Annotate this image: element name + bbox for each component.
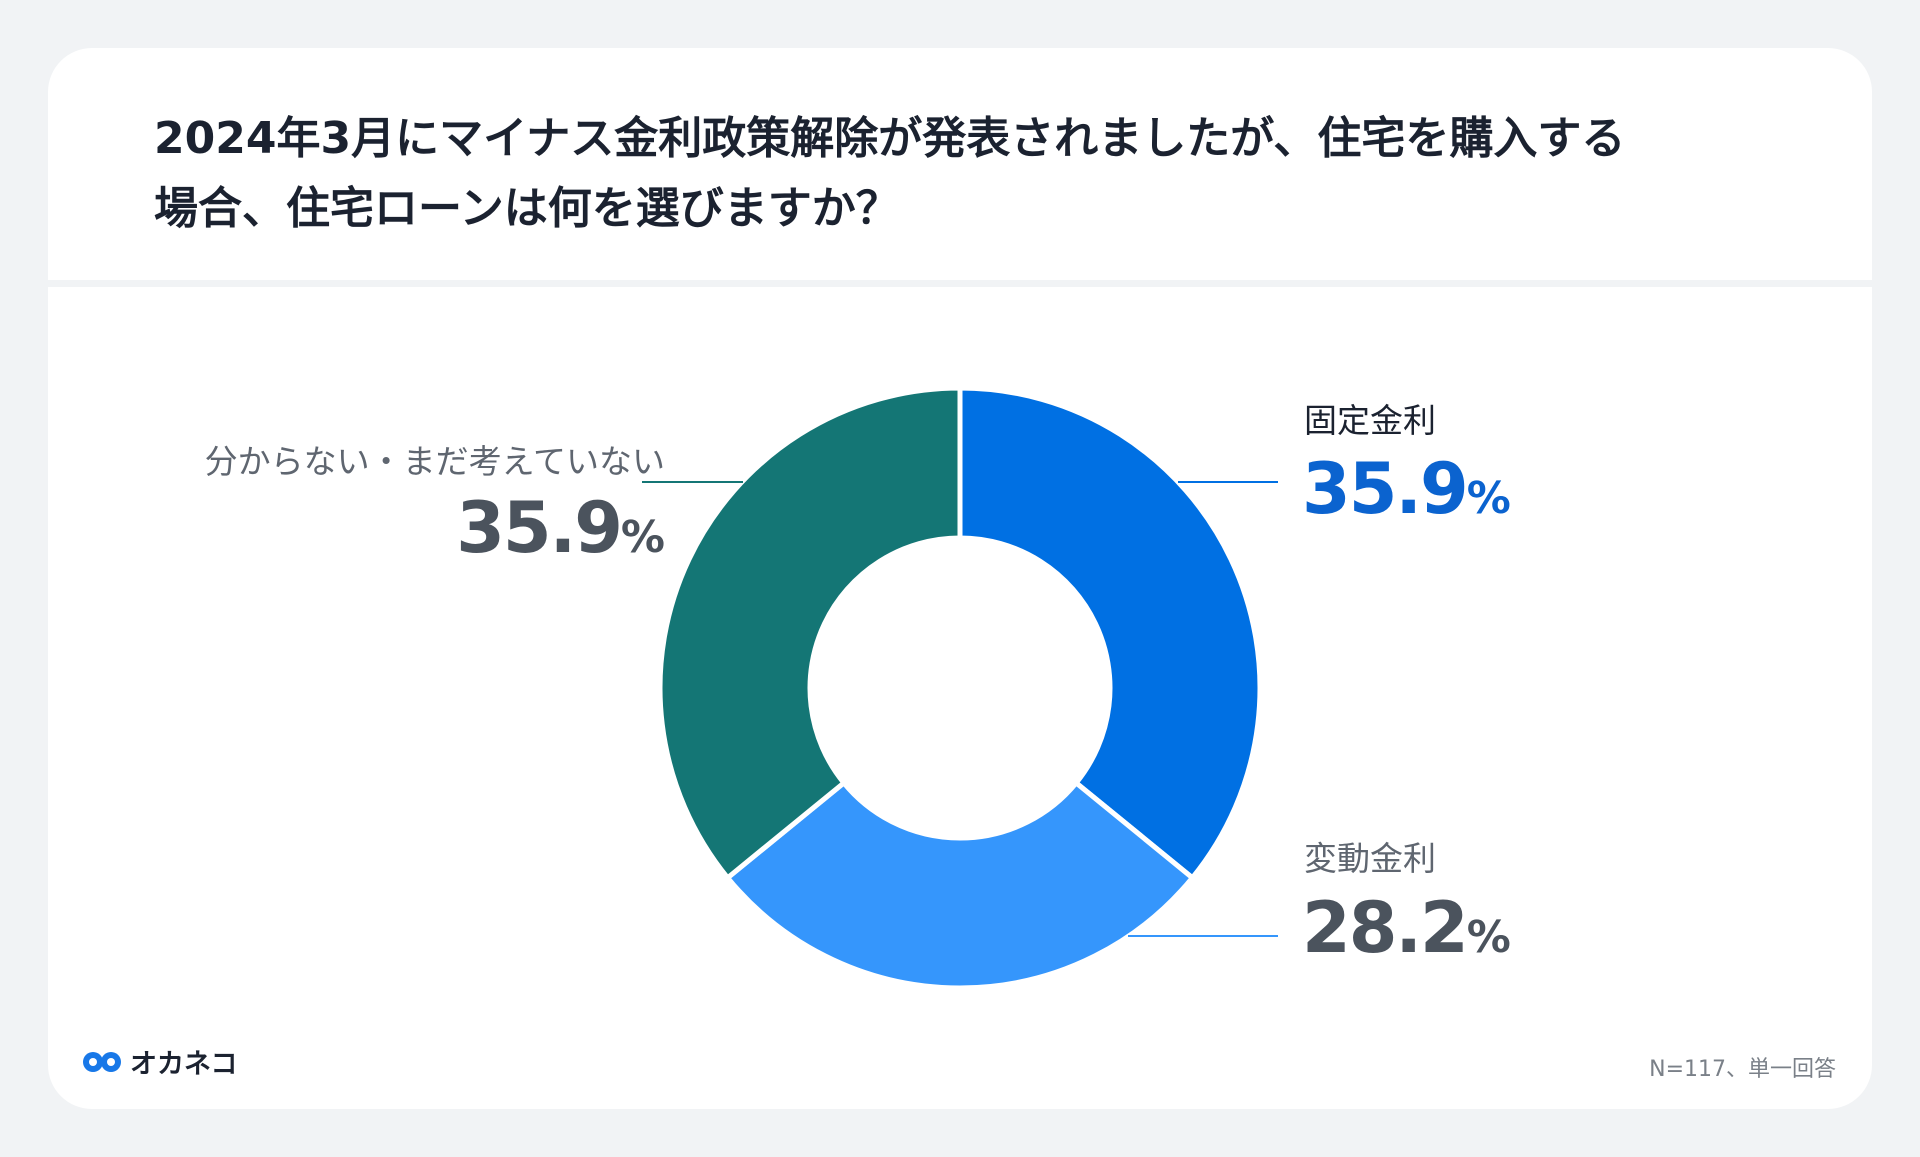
- value-undecided: 35.9: [456, 487, 623, 569]
- okane-logo-icon: [83, 1051, 121, 1072]
- category-label-fixed: 固定金利: [1304, 401, 1436, 440]
- value-label-fixed: 35.9%: [1302, 449, 1511, 539]
- slice-fixed-rate: [957, 385, 1263, 882]
- value-fixed: 35.9: [1302, 448, 1469, 530]
- slice-undecided: [657, 385, 963, 882]
- unit-variable: %: [1466, 912, 1511, 963]
- category-label-variable: 変動金利: [1304, 839, 1436, 878]
- title-line-2: 場合、住宅ローンは何を選びますか？: [154, 183, 900, 234]
- title-line-1: 2024年3月にマイナス金利政策解除が発表されましたが、住宅を購入する: [154, 113, 1626, 164]
- brand-logo: オカネコ: [82, 1042, 237, 1081]
- donut-chart: [642, 385, 1278, 991]
- chart-card: 2024年3月にマイナス金利政策解除が発表されましたが、住宅を購入する 場合、住…: [48, 48, 1872, 1109]
- slice-variable-rate: [724, 779, 1196, 991]
- label-undecided: 分からない・まだ考えていない: [205, 435, 665, 483]
- sample-note: N=117、単一回答: [1649, 1057, 1836, 1082]
- value-variable: 28.2: [1302, 887, 1469, 969]
- value-label-variable: 28.2%: [1302, 888, 1511, 978]
- value-label-undecided: 35.9%: [456, 488, 665, 578]
- label-variable-rate: 変動金利: [1304, 832, 1436, 880]
- unit-undecided: %: [620, 512, 665, 563]
- chart-title: 2024年3月にマイナス金利政策解除が発表されましたが、住宅を購入する 場合、住…: [154, 104, 1794, 244]
- category-label-undecided: 分からない・まだ考えていない: [204, 442, 665, 481]
- unit-fixed: %: [1466, 473, 1511, 524]
- brand-name: オカネコ: [130, 1049, 238, 1080]
- label-fixed-rate: 固定金利: [1304, 394, 1436, 442]
- divider: [48, 280, 1872, 287]
- title-area: 2024年3月にマイナス金利政策解除が発表されましたが、住宅を購入する 場合、住…: [48, 48, 1872, 280]
